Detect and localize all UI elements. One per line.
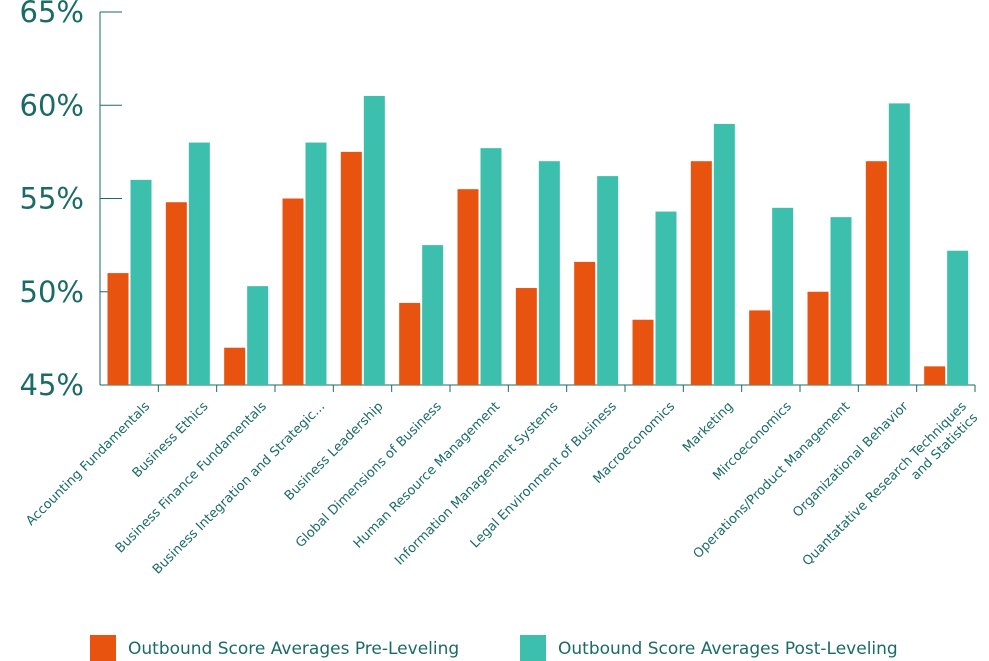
bar-pre-leveling: [457, 189, 479, 385]
bar-post-leveling: [422, 245, 444, 385]
y-tick-label: 55%: [20, 182, 84, 216]
y-axis: 45% 50% 55% 60% 65%: [20, 0, 122, 402]
bar-pre-leveling: [807, 291, 829, 385]
x-tick-label: Organizational Behavior: [790, 399, 912, 521]
y-tick-label: 60%: [20, 88, 84, 122]
bar-post-leveling: [188, 142, 210, 385]
bar-post-leveling: [830, 217, 852, 385]
bar-post-leveling: [130, 179, 152, 385]
bar-pre-leveling: [282, 198, 304, 385]
bar-pre-leveling: [690, 161, 712, 385]
bar-pre-leveling: [749, 310, 771, 385]
bar-post-leveling: [597, 176, 619, 385]
x-tick-label: Marketing: [680, 399, 736, 455]
bar-post-leveling: [655, 211, 677, 385]
legend-label: Outbound Score Averages Pre-Leveling: [128, 639, 459, 659]
bar-pre-leveling: [515, 288, 537, 385]
bar-pre-leveling: [165, 202, 187, 385]
bar-post-leveling: [772, 207, 794, 385]
bar-post-leveling: [480, 148, 502, 385]
bar-post-leveling: [305, 142, 327, 385]
y-tick-label: 50%: [20, 275, 84, 309]
legend-label: Outbound Score Averages Post-Leveling: [558, 639, 898, 659]
y-tick-label: 65%: [20, 0, 84, 29]
bar-pre-leveling: [865, 161, 887, 385]
bar-post-leveling: [888, 103, 910, 385]
bar-post-leveling: [538, 161, 560, 385]
x-axis: [100, 384, 976, 392]
x-tick-label-line: Organizational Behavior: [790, 399, 912, 521]
bar-post-leveling: [363, 95, 385, 386]
x-tick-label: Accounting Fundamentals: [23, 399, 153, 529]
y-tick-label: 45%: [20, 368, 84, 402]
bar-post-leveling: [947, 250, 969, 385]
bar-pre-leveling: [924, 366, 946, 385]
bar-pre-leveling: [224, 347, 246, 385]
bar-pre-leveling: [574, 261, 596, 385]
legend-swatch: [520, 635, 546, 661]
legend-swatch: [90, 635, 116, 661]
bar-pre-leveling: [340, 151, 362, 385]
x-tick-label: Business Leadership: [282, 399, 387, 504]
bar-pre-leveling: [399, 302, 421, 385]
bar-pre-leveling: [632, 319, 654, 385]
bars: [107, 95, 969, 386]
bar-post-leveling: [247, 286, 269, 385]
x-tick-label-line: Business Leadership: [282, 399, 387, 504]
x-tick-label-line: Accounting Fundamentals: [23, 399, 153, 529]
x-tick-label-line: Marketing: [680, 399, 736, 455]
legend: Outbound Score Averages Pre-Leveling Outb…: [90, 635, 898, 661]
bar-pre-leveling: [107, 273, 129, 385]
bar-post-leveling: [713, 123, 735, 386]
